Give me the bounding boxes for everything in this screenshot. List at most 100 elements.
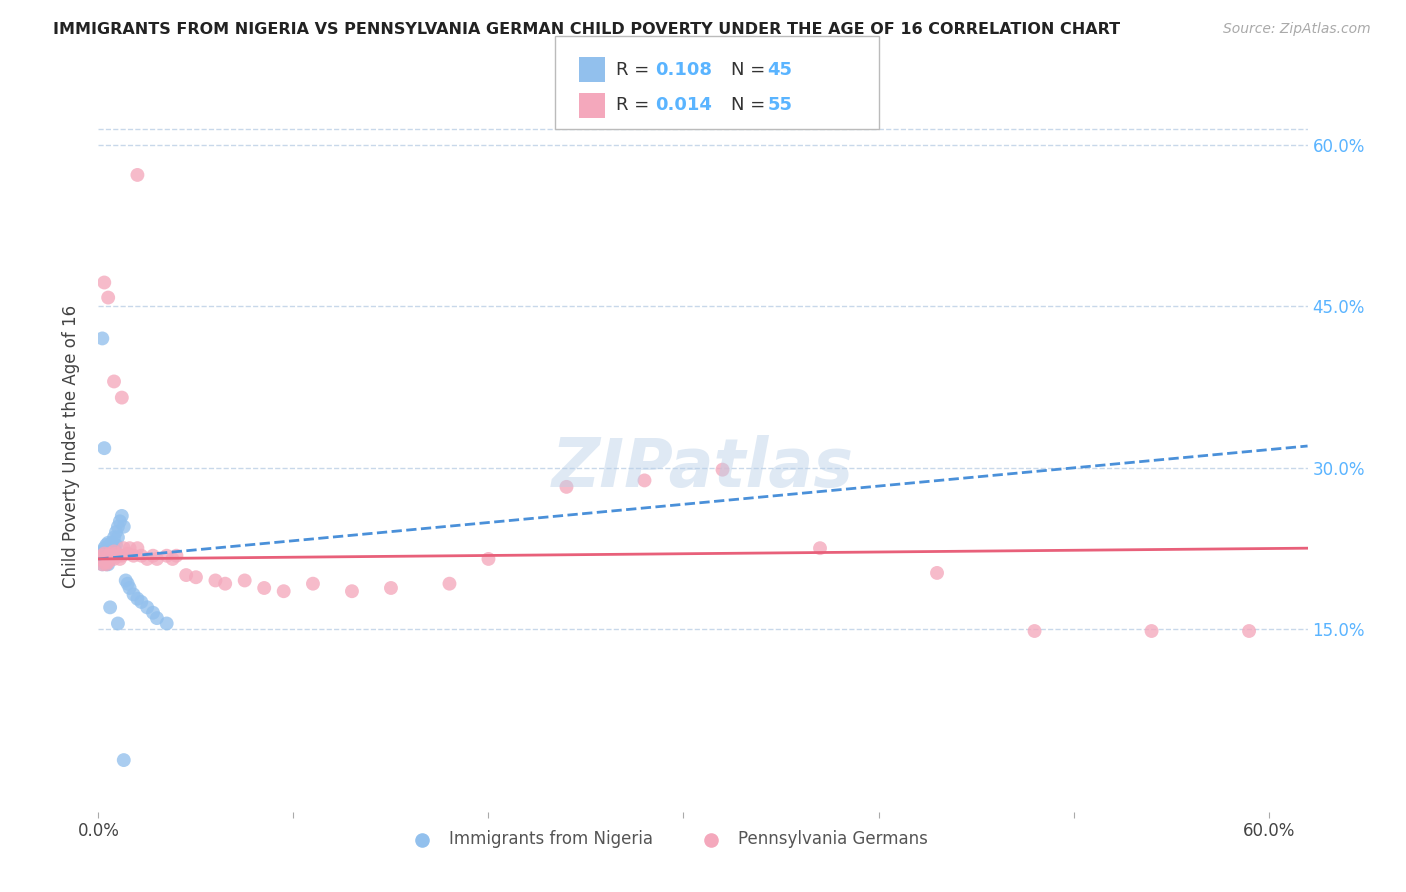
Point xyxy=(96,552,118,566)
Point xyxy=(925,566,948,580)
Point xyxy=(91,558,114,572)
Point xyxy=(91,558,114,572)
Point xyxy=(96,549,118,563)
Point xyxy=(103,552,125,566)
Text: N =: N = xyxy=(731,61,770,78)
Y-axis label: Child Poverty Under the Age of 16: Child Poverty Under the Age of 16 xyxy=(62,304,80,588)
Point xyxy=(439,576,461,591)
Point xyxy=(93,555,115,569)
Point xyxy=(103,530,125,544)
Point xyxy=(122,549,145,563)
Point xyxy=(104,538,127,552)
Point xyxy=(101,549,124,563)
Point xyxy=(118,541,141,556)
Point xyxy=(91,549,114,563)
Point xyxy=(97,552,120,566)
Point xyxy=(162,552,184,566)
Point xyxy=(112,541,135,556)
Point xyxy=(146,611,169,625)
Point xyxy=(89,547,111,561)
Point xyxy=(96,558,118,572)
Point xyxy=(117,576,139,591)
Point xyxy=(131,549,153,563)
Point xyxy=(107,519,129,533)
Point xyxy=(101,541,124,556)
Point xyxy=(111,391,134,405)
Point xyxy=(103,541,125,556)
Point xyxy=(204,574,226,588)
Point xyxy=(97,555,120,569)
Point xyxy=(114,574,136,588)
Point xyxy=(112,753,135,767)
Point xyxy=(101,536,124,550)
Point xyxy=(808,541,831,556)
Point xyxy=(477,552,499,566)
Point xyxy=(97,536,120,550)
Point xyxy=(136,600,159,615)
Point xyxy=(156,549,179,563)
Point xyxy=(107,530,129,544)
Point xyxy=(96,558,118,572)
Text: 0.014: 0.014 xyxy=(655,96,711,114)
Point xyxy=(89,552,111,566)
Point xyxy=(104,547,127,561)
Point xyxy=(253,581,276,595)
Point xyxy=(93,441,115,455)
Point xyxy=(711,463,734,477)
Point xyxy=(108,552,131,566)
Point xyxy=(142,606,165,620)
Point xyxy=(302,576,325,591)
Point xyxy=(555,480,578,494)
Point xyxy=(174,568,197,582)
Text: R =: R = xyxy=(616,61,655,78)
Point xyxy=(97,558,120,572)
Point xyxy=(89,552,111,566)
Text: IMMIGRANTS FROM NIGERIA VS PENNSYLVANIA GERMAN CHILD POVERTY UNDER THE AGE OF 16: IMMIGRANTS FROM NIGERIA VS PENNSYLVANIA … xyxy=(53,22,1121,37)
Point xyxy=(98,552,121,566)
Point xyxy=(118,581,141,595)
Point xyxy=(98,544,121,558)
Text: R =: R = xyxy=(616,96,655,114)
Point xyxy=(380,581,402,595)
Point xyxy=(117,547,139,561)
Point xyxy=(103,544,125,558)
Point xyxy=(112,519,135,533)
Point xyxy=(108,514,131,528)
Text: 0.108: 0.108 xyxy=(655,61,713,78)
Point xyxy=(93,541,115,556)
Text: 55: 55 xyxy=(768,96,793,114)
Point xyxy=(93,547,115,561)
Point xyxy=(142,549,165,563)
Point xyxy=(93,276,115,290)
Point xyxy=(233,574,256,588)
Point xyxy=(98,538,121,552)
Point xyxy=(101,549,124,563)
Point xyxy=(97,291,120,305)
Point xyxy=(91,544,114,558)
Point xyxy=(91,549,114,563)
Point xyxy=(273,584,295,599)
Point xyxy=(633,474,655,488)
Point xyxy=(165,549,187,563)
Point xyxy=(98,547,121,561)
Point xyxy=(146,552,169,566)
Point xyxy=(122,587,145,601)
Point xyxy=(1237,624,1260,638)
Point xyxy=(214,576,236,591)
Point xyxy=(127,541,149,556)
Point xyxy=(1024,624,1046,638)
Point xyxy=(93,547,115,561)
Point xyxy=(103,375,125,389)
Point xyxy=(97,547,120,561)
Text: ZIPatlas: ZIPatlas xyxy=(553,435,853,501)
Point xyxy=(127,168,149,182)
Point xyxy=(127,591,149,606)
Point xyxy=(93,552,115,566)
Point xyxy=(1140,624,1163,638)
Point xyxy=(131,595,153,609)
Point xyxy=(96,538,118,552)
Point xyxy=(111,508,134,523)
Point xyxy=(104,524,127,539)
Point xyxy=(98,552,121,566)
Text: N =: N = xyxy=(731,96,770,114)
